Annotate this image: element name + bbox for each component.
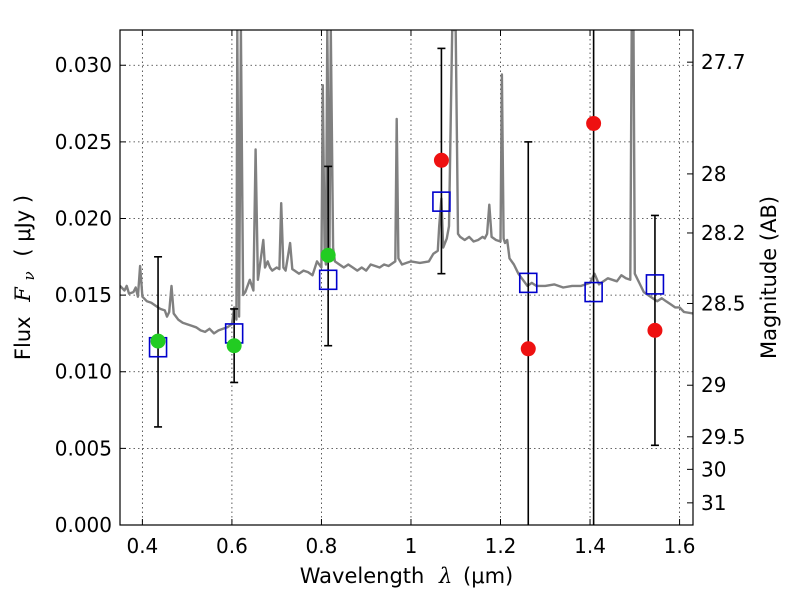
x-axis-label-unit: (μm) xyxy=(463,564,513,588)
ticks xyxy=(120,30,693,526)
y-axis-label: Flux F ν ( μJy ) xyxy=(11,195,39,360)
right-tick-label: 28.2 xyxy=(701,221,746,245)
observed-point-red xyxy=(586,115,602,131)
x-tick-label: 1.2 xyxy=(485,534,517,558)
observed-point-green xyxy=(320,247,336,263)
y-axis-label-symbol: F xyxy=(11,286,35,303)
x-axis-label-prefix: Wavelength xyxy=(300,564,425,588)
y-tick-label: 0.025 xyxy=(55,130,112,154)
y-axis-label-subscript: ν xyxy=(20,271,38,280)
spectrum-line xyxy=(120,30,693,335)
model-points xyxy=(148,191,665,358)
observed-point-green xyxy=(150,333,166,349)
error-bars xyxy=(154,30,659,525)
model-square-marker xyxy=(645,274,665,295)
right-axis-label: Magnitude (AB) xyxy=(757,196,781,359)
plot-frame xyxy=(119,29,694,526)
observed-point-red xyxy=(520,341,536,357)
y-tick-label: 0.020 xyxy=(55,206,112,230)
y-tick-label: 0.015 xyxy=(55,283,112,307)
observed-points xyxy=(150,115,663,357)
y-tick-label: 0.030 xyxy=(55,53,112,77)
right-tick-label: 30 xyxy=(701,457,726,481)
right-tick-label: 29.5 xyxy=(701,425,746,449)
x-axis-label-symbol: λ xyxy=(438,564,452,588)
spectrum xyxy=(120,30,693,335)
model-square-marker xyxy=(518,272,538,294)
right-tick-label: 29 xyxy=(701,373,726,397)
model-square-marker xyxy=(584,281,603,303)
model-square-marker xyxy=(432,191,451,212)
x-tick-label: 0.6 xyxy=(216,534,248,558)
x-tick-label: 0.8 xyxy=(306,534,338,558)
x-tick-label: 1.4 xyxy=(574,534,606,558)
right-tick-label: 28.5 xyxy=(701,291,746,315)
observed-point-red xyxy=(433,152,449,168)
right-tick-label: 28 xyxy=(701,162,726,186)
observed-point-red xyxy=(647,322,663,338)
y-axis-label-prefix: Flux xyxy=(11,316,35,360)
y-tick-label: 0.005 xyxy=(55,436,112,460)
right-tick-label: 27.7 xyxy=(701,50,746,74)
y-tick-label: 0.010 xyxy=(55,360,112,384)
y-tick-label: 0.000 xyxy=(55,513,112,537)
tick-labels: 0.4 0.6 0.8 1 1.2 1.4 1.6 0.000 0.005 0.010 0.015 0… xyxy=(55,50,746,558)
observed-point-green xyxy=(226,338,242,354)
x-tick-label: 1 xyxy=(405,534,418,558)
x-tick-label: 1.6 xyxy=(664,534,696,558)
right-tick-label: 31 xyxy=(701,491,726,515)
x-axis-label: Wavelength λ (μm) xyxy=(300,564,513,588)
x-tick-label: 0.4 xyxy=(126,534,158,558)
model-square-marker xyxy=(318,269,338,291)
y-axis-label-unit: ( μJy ) xyxy=(11,195,35,257)
